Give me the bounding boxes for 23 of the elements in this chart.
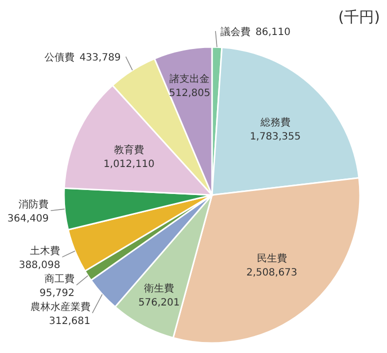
slice-label: 農林水産業費 bbox=[30, 301, 90, 314]
text: (千円) bbox=[338, 8, 380, 26]
slice-label: 民生費 bbox=[256, 252, 287, 265]
data-label: 576,201 bbox=[138, 297, 180, 308]
data-label: 364,409 bbox=[7, 214, 49, 225]
slice-label: 衛生費 bbox=[144, 282, 174, 294]
data-label: 512,805 bbox=[169, 88, 210, 99]
slice-label: 諸支出金 bbox=[170, 72, 210, 85]
slice-label: 消防費 bbox=[18, 198, 49, 211]
slice-label: 公債費 bbox=[44, 52, 74, 64]
slice-label: 議会費 bbox=[220, 26, 250, 38]
data-label: 1,012,110 bbox=[104, 158, 154, 170]
data-label: 433,789 bbox=[79, 52, 121, 64]
data-label: 2,508,673 bbox=[246, 268, 298, 279]
data-label: 95,792 bbox=[39, 288, 74, 300]
slice-label: 商工費 bbox=[44, 273, 74, 286]
data-label: 388,098 bbox=[18, 260, 60, 272]
data-label: 86,110 bbox=[255, 27, 290, 38]
slice-label: 教育費 bbox=[114, 144, 144, 156]
slice-label: 土木費 bbox=[30, 245, 60, 258]
data-label: 312,681 bbox=[49, 316, 90, 328]
data-label: 1,783,355 bbox=[250, 132, 301, 143]
slice-label: 総務費 bbox=[259, 116, 290, 129]
